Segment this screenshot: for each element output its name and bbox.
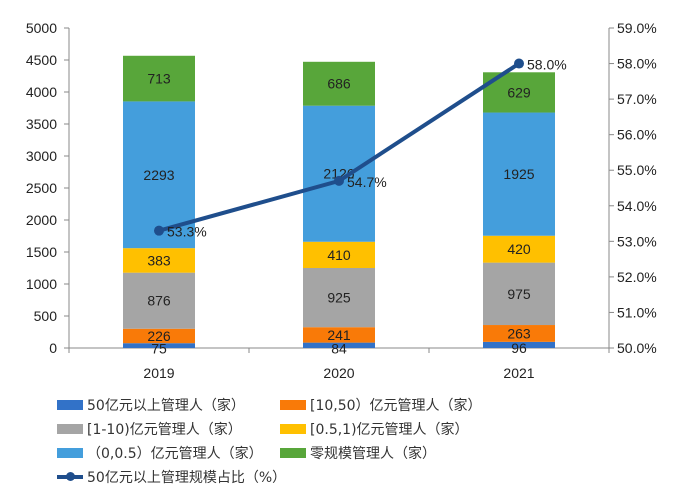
legend-label: （0,0.5）亿元管理人（家） bbox=[87, 446, 263, 462]
data-label: 226 bbox=[147, 328, 171, 344]
y2-tick-label: 58.0% bbox=[617, 56, 657, 72]
bar-segment bbox=[123, 328, 195, 344]
bar-segment bbox=[483, 262, 555, 326]
bar-segment bbox=[123, 55, 195, 102]
bar-segment bbox=[483, 235, 555, 263]
bar-segment bbox=[123, 343, 195, 348]
data-label: 75 bbox=[151, 341, 167, 357]
x-tick-label: 2020 bbox=[323, 365, 354, 381]
legend-swatch bbox=[280, 424, 306, 434]
line-point bbox=[334, 175, 344, 186]
y-tick-label: 2000 bbox=[26, 212, 57, 228]
legend-item: [0.5,1)亿元管理人（家） bbox=[280, 419, 469, 439]
bar-segment bbox=[483, 325, 555, 342]
legend-line-swatch bbox=[57, 472, 83, 481]
bar-segment bbox=[483, 341, 555, 348]
bar-segment bbox=[123, 248, 195, 273]
data-label: 263 bbox=[507, 325, 531, 341]
line-label: 54.7% bbox=[347, 174, 387, 190]
y-tick-label: 4000 bbox=[26, 84, 57, 100]
legend-swatch bbox=[280, 400, 306, 410]
line-label: 53.3% bbox=[167, 224, 207, 240]
bar-segment bbox=[303, 61, 375, 106]
line-point bbox=[154, 225, 164, 236]
y2-tick-label: 50.0% bbox=[617, 340, 657, 356]
legend-label: [1-10)亿元管理人（家） bbox=[87, 422, 242, 438]
x-tick-label: 2021 bbox=[503, 365, 534, 381]
data-label: 410 bbox=[327, 247, 351, 263]
y2-tick-label: 51.0% bbox=[617, 304, 657, 320]
legend-item: [10,50）亿元管理人（家） bbox=[280, 395, 482, 415]
legend-label: 零规模管理人（家） bbox=[310, 446, 436, 462]
bar-segment bbox=[483, 112, 555, 236]
bar-segment bbox=[303, 105, 375, 242]
y2-tick-label: 55.0% bbox=[617, 162, 657, 178]
legend-swatch bbox=[280, 448, 306, 458]
data-label: 420 bbox=[507, 241, 531, 257]
x-tick-label: 2019 bbox=[143, 365, 174, 381]
bar-segment bbox=[303, 241, 375, 268]
y-tick-label: 2500 bbox=[26, 180, 57, 196]
legend-label: [10,50）亿元管理人（家） bbox=[310, 398, 482, 414]
data-label: 686 bbox=[327, 76, 351, 92]
data-label: 629 bbox=[507, 84, 531, 100]
y-tick-label: 3000 bbox=[26, 148, 57, 164]
data-label: 975 bbox=[507, 286, 531, 302]
data-label: 383 bbox=[147, 252, 171, 268]
legend-item: [1-10)亿元管理人（家） bbox=[57, 419, 242, 439]
legend-swatch bbox=[57, 424, 83, 434]
y-tick-label: 1500 bbox=[26, 244, 57, 260]
bar-segment bbox=[303, 327, 375, 343]
y2-tick-label: 57.0% bbox=[617, 91, 657, 107]
y2-tick-label: 56.0% bbox=[617, 127, 657, 143]
legend-item-line: 50亿元以上管理规模占比（%） bbox=[57, 467, 286, 487]
data-label: 84 bbox=[331, 340, 347, 356]
legend-item: 零规模管理人（家） bbox=[280, 443, 436, 463]
data-label: 925 bbox=[327, 290, 351, 306]
legend-swatch bbox=[57, 448, 83, 458]
legend-item: （0,0.5）亿元管理人（家） bbox=[57, 443, 263, 463]
bar-segment bbox=[123, 272, 195, 329]
legend-swatch bbox=[57, 400, 83, 410]
legend-label: 50亿元以上管理人（家） bbox=[87, 398, 245, 414]
bar-segment bbox=[303, 342, 375, 348]
legend-label: [0.5,1)亿元管理人（家） bbox=[310, 422, 469, 438]
y-tick-label: 0 bbox=[49, 340, 57, 356]
y2-tick-label: 53.0% bbox=[617, 233, 657, 249]
y-tick-label: 3500 bbox=[26, 116, 57, 132]
bar-segment bbox=[303, 268, 375, 328]
legend-item: 50亿元以上管理人（家） bbox=[57, 395, 245, 415]
data-label: 876 bbox=[147, 293, 171, 309]
data-label: 96 bbox=[511, 340, 527, 356]
y2-tick-label: 54.0% bbox=[617, 198, 657, 214]
line-label: 58.0% bbox=[527, 57, 567, 73]
data-label: 241 bbox=[327, 327, 351, 343]
y-tick-label: 500 bbox=[34, 308, 58, 324]
y2-tick-label: 59.0% bbox=[617, 20, 657, 36]
line-point bbox=[514, 58, 524, 69]
data-label: 713 bbox=[147, 71, 171, 87]
y-tick-label: 5000 bbox=[26, 20, 57, 36]
y-tick-label: 1000 bbox=[26, 276, 57, 292]
y2-tick-label: 52.0% bbox=[617, 269, 657, 285]
data-label: 1925 bbox=[503, 166, 534, 182]
legend-label: 50亿元以上管理规模占比（%） bbox=[87, 470, 287, 486]
data-label: 2293 bbox=[143, 167, 174, 183]
y-tick-label: 4500 bbox=[26, 52, 57, 68]
